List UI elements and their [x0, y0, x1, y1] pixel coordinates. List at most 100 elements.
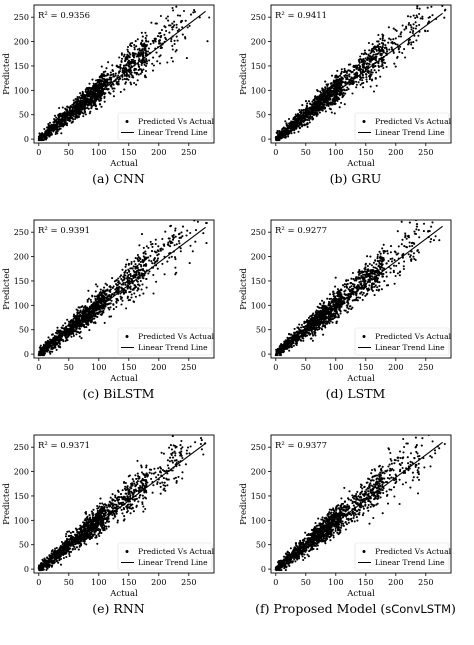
data-point [304, 115, 307, 118]
data-point [297, 115, 300, 118]
r2-annotation: R² = 0.9391 [38, 226, 90, 236]
data-point [172, 233, 175, 237]
data-point [358, 277, 362, 280]
data-point [387, 41, 390, 44]
data-point [381, 63, 384, 66]
data-point [120, 53, 123, 56]
data-point [132, 300, 135, 303]
data-point [103, 100, 106, 103]
data-point [141, 39, 144, 42]
data-point [129, 267, 132, 270]
data-point [98, 308, 101, 311]
data-point [147, 40, 150, 43]
data-point [122, 282, 125, 285]
data-point [82, 306, 85, 309]
data-point [40, 137, 43, 140]
data-point [76, 330, 79, 334]
data-point [296, 123, 299, 126]
data-point [378, 281, 381, 284]
data-point [53, 128, 56, 131]
data-point [188, 262, 191, 265]
data-point [276, 131, 279, 134]
data-point [152, 64, 155, 67]
data-point [362, 63, 366, 66]
data-point [293, 125, 296, 129]
data-point [144, 264, 147, 268]
legend-box [354, 112, 450, 141]
data-point [385, 48, 388, 51]
data-point [75, 115, 78, 118]
panel-c: 0 50 100 150 200 250 0 50 100 150 200 250 Actual Pred… [0, 215, 237, 430]
data-point [140, 71, 144, 74]
data-point [140, 69, 143, 72]
x-tick-label: 250 [418, 148, 433, 157]
data-point [92, 303, 95, 306]
data-point [111, 64, 114, 67]
data-point [330, 82, 333, 85]
data-point [122, 55, 125, 58]
data-point [124, 64, 128, 67]
data-point [111, 69, 115, 73]
data-point [79, 92, 82, 95]
data-point [126, 296, 129, 300]
data-point [130, 60, 133, 63]
data-point [336, 69, 339, 72]
data-point [152, 56, 155, 59]
data-point [400, 243, 403, 246]
data-point [86, 299, 89, 302]
data-point [76, 311, 79, 314]
data-point [369, 85, 372, 88]
trend-line [38, 10, 206, 139]
data-point [416, 7, 419, 10]
data-point [88, 86, 91, 89]
data-point [54, 132, 57, 136]
data-point [140, 265, 143, 268]
data-point [336, 82, 339, 85]
data-point [292, 344, 295, 347]
legend-box [117, 112, 213, 141]
data-point [397, 245, 400, 248]
data-point [412, 41, 415, 44]
data-point [175, 271, 178, 274]
data-point [364, 57, 367, 60]
panel-b: 0 50 100 150 200 250 0 50 100 150 200 250 Actual Pred… [237, 0, 474, 215]
data-point [349, 69, 352, 72]
data-point [104, 74, 108, 77]
data-point [130, 293, 133, 296]
data-point [100, 292, 103, 295]
data-point [53, 117, 56, 121]
data-point [79, 310, 82, 313]
data-point [290, 129, 293, 132]
data-point [181, 33, 184, 36]
data-point [93, 89, 96, 92]
data-point [307, 100, 311, 103]
data-point [139, 54, 142, 57]
data-point [66, 105, 69, 108]
data-point [338, 106, 341, 109]
data-point [84, 90, 87, 93]
data-point [366, 57, 370, 60]
y-tick-label: 150 [14, 62, 29, 71]
data-point [293, 128, 296, 131]
data-point [158, 40, 161, 43]
data-point [342, 91, 345, 94]
data-point [377, 64, 380, 67]
data-point [405, 25, 408, 28]
data-point [298, 108, 301, 112]
data-points [274, 220, 441, 357]
data-point [158, 62, 162, 65]
data-point [50, 123, 53, 126]
data-point [316, 90, 319, 93]
data-point [115, 283, 118, 286]
data-point [278, 136, 281, 140]
data-point [282, 132, 285, 135]
data-point [103, 321, 106, 324]
data-point [364, 266, 367, 269]
data-point [184, 19, 187, 22]
data-point [38, 138, 41, 142]
data-point [176, 39, 179, 42]
data-point [132, 60, 135, 63]
data-point [103, 300, 106, 303]
data-point [345, 304, 348, 307]
data-point [373, 50, 376, 54]
